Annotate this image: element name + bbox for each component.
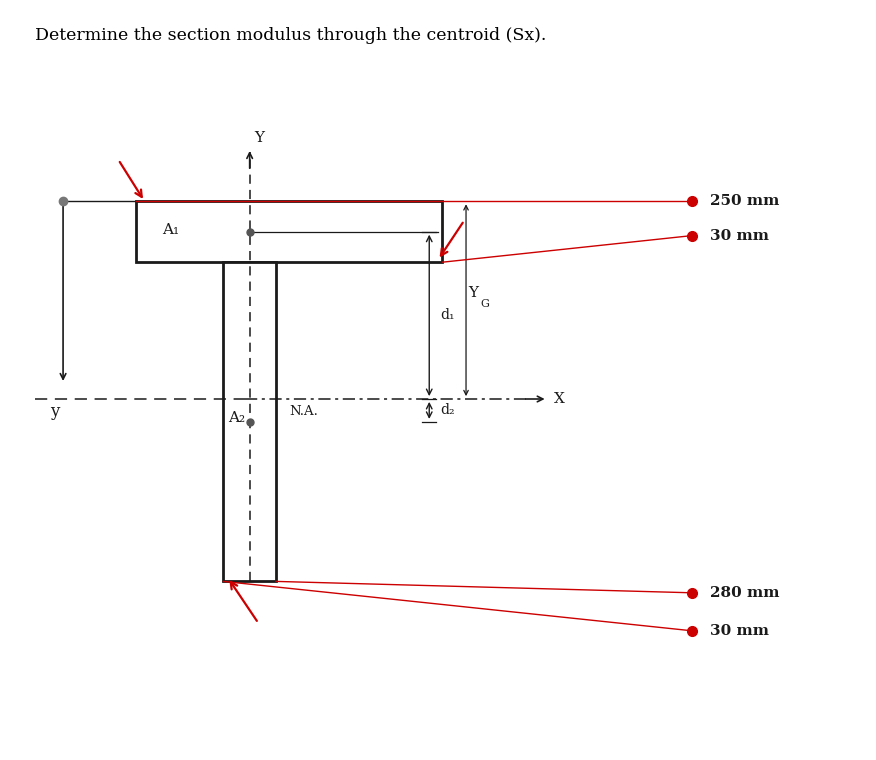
- Text: X: X: [554, 392, 564, 406]
- Bar: [136, 201, 442, 262]
- Text: Y: Y: [254, 131, 264, 145]
- Text: 250 mm: 250 mm: [710, 195, 779, 208]
- Text: Determine the section modulus through the centroid (Sx).: Determine the section modulus through th…: [35, 27, 547, 43]
- Text: 280 mm: 280 mm: [710, 586, 779, 600]
- Text: N.A.: N.A.: [289, 405, 318, 418]
- Text: A₁: A₁: [162, 223, 180, 236]
- Text: 30 mm: 30 mm: [710, 229, 768, 242]
- Text: y: y: [50, 403, 59, 420]
- Bar: [223, 262, 276, 581]
- Text: d₂: d₂: [440, 404, 455, 417]
- Text: 30 mm: 30 mm: [710, 624, 768, 638]
- Text: A₂: A₂: [228, 411, 245, 425]
- Text: d₁: d₁: [440, 309, 455, 322]
- Text: Y: Y: [469, 286, 478, 299]
- Text: G: G: [480, 299, 489, 309]
